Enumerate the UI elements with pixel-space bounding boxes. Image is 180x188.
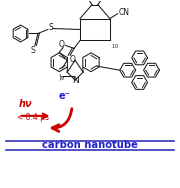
Text: $_{10}$: $_{10}$ xyxy=(111,42,119,51)
Text: $)_9$: $)_9$ xyxy=(58,72,66,82)
Text: e⁻: e⁻ xyxy=(58,91,70,101)
Text: S: S xyxy=(31,46,35,55)
Text: S: S xyxy=(49,23,54,32)
Text: CN: CN xyxy=(119,8,130,17)
Text: hν: hν xyxy=(19,99,32,109)
Text: O: O xyxy=(69,55,75,64)
Text: N: N xyxy=(72,76,78,85)
Text: carbon nanotube: carbon nanotube xyxy=(42,140,138,150)
Text: O: O xyxy=(58,40,64,49)
Text: < 0.4 ps: < 0.4 ps xyxy=(17,113,49,122)
